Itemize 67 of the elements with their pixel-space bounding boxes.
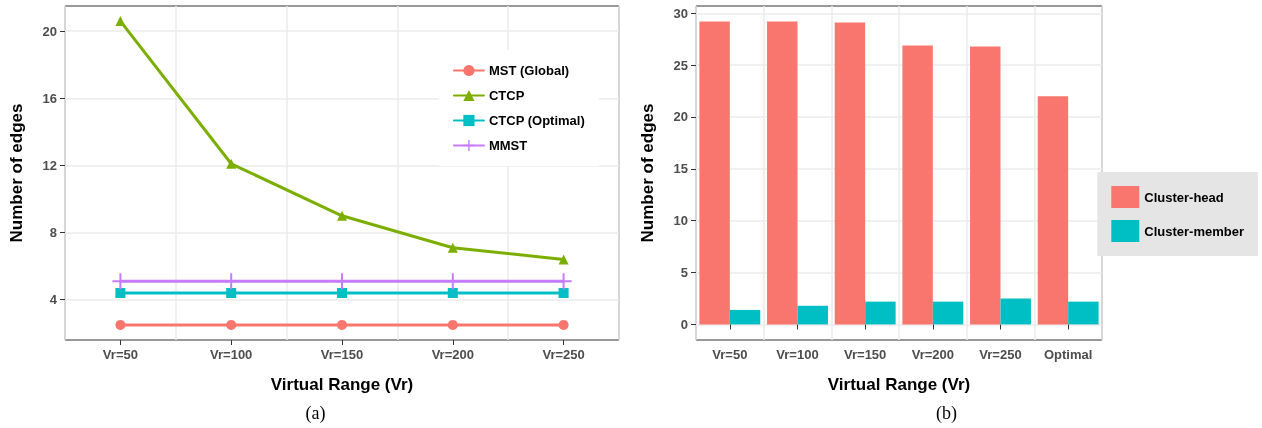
x-tick-label: Vr=100	[776, 347, 819, 362]
bar	[1000, 298, 1031, 325]
bar	[1037, 96, 1069, 325]
legend-label: CTCP	[488, 88, 525, 103]
point	[555, 273, 572, 290]
bar	[1068, 301, 1099, 325]
point	[226, 319, 237, 330]
bar	[767, 21, 798, 325]
x-tick-label: Vr=100	[210, 347, 253, 362]
y-tick-label: 15	[673, 161, 688, 177]
y-tick-label: 5	[680, 265, 688, 281]
x-tick-label: Vr=50	[712, 347, 748, 362]
x-tick-label: Vr=200	[431, 347, 474, 362]
x-tick-label: Optimal	[1043, 347, 1093, 362]
legend-label: Cluster-member	[1144, 223, 1245, 239]
y-tick-label: 0	[680, 316, 688, 332]
point	[337, 319, 347, 330]
point	[558, 319, 569, 330]
y-tick-label: 12	[42, 157, 57, 173]
x-tick-label: Vr=200	[911, 347, 954, 362]
y-tick-label: 25	[673, 57, 688, 73]
y-axis-title: Number of edges	[638, 103, 657, 243]
point	[337, 210, 347, 221]
bar	[902, 45, 933, 325]
x-tick-label: Vr=50	[102, 347, 138, 362]
x-axis-title: Virtual Range (Vr)	[270, 375, 414, 394]
point	[337, 288, 347, 299]
bar	[834, 22, 866, 325]
point	[226, 288, 237, 299]
y-tick-label: 20	[42, 23, 57, 39]
text: (b)	[936, 403, 958, 424]
bar	[932, 301, 964, 325]
bar	[865, 301, 896, 325]
x-tick-label: Vr=150	[320, 347, 364, 362]
y-tick-label: 10	[673, 213, 688, 229]
point	[226, 158, 237, 169]
point	[447, 319, 458, 330]
x-tick-label: Vr=250	[542, 347, 585, 362]
x-axis-title: Virtual Range (Vr)	[827, 375, 971, 394]
x-tick-label: Vr=250	[979, 347, 1022, 362]
legend-label: MMST	[488, 138, 528, 153]
bar	[970, 46, 1001, 325]
point	[334, 273, 350, 290]
point	[447, 288, 458, 299]
point	[558, 254, 569, 265]
y-axis-title: Number of edges	[7, 103, 26, 243]
legend-label: MST (Global)	[488, 63, 570, 78]
y-tick-label: 30	[673, 5, 688, 21]
point	[444, 273, 461, 290]
point	[115, 288, 126, 299]
y-tick-label: 16	[42, 90, 57, 106]
y-tick-label: 20	[673, 109, 688, 125]
y-tick-label: 8	[49, 225, 57, 241]
point	[447, 242, 458, 253]
point	[115, 16, 126, 27]
legend-label: Cluster-head	[1144, 189, 1224, 205]
x-tick-label: Vr=150	[844, 347, 887, 362]
text: (a)	[305, 403, 326, 424]
point	[223, 273, 240, 290]
y-tick-label: 4	[49, 292, 58, 308]
point	[112, 273, 129, 290]
bar	[729, 309, 761, 325]
bar	[797, 305, 828, 325]
bar	[699, 21, 730, 325]
legend-label: CTCP (Optimal)	[488, 113, 585, 128]
point	[558, 288, 569, 299]
point	[115, 319, 126, 330]
